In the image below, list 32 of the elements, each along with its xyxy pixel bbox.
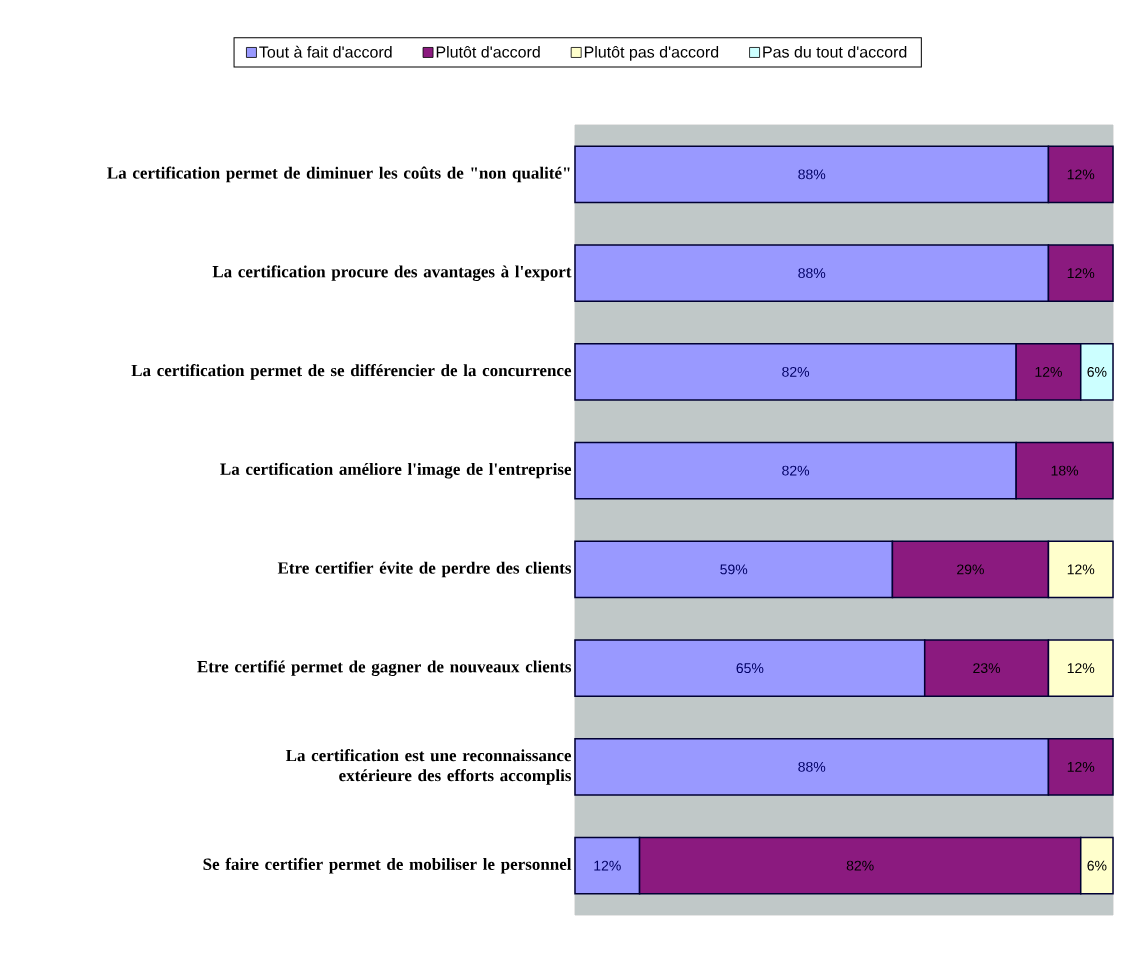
data-label: 82%: [782, 366, 810, 377]
data-label: 12%: [1067, 564, 1095, 575]
y-tick-label: Etre certifier évite de perdre des clients: [277, 561, 572, 578]
y-tick-label: Se faire certifier permet de mobiliser le personnel: [203, 857, 572, 874]
y-tick-label: La certification améliore l'image de l'entreprise: [220, 462, 572, 479]
y-tick-label: La certification permet de se différencier de la concurrence: [131, 364, 572, 380]
legend-label: Pas du tout d'accord: [763, 45, 907, 58]
data-label: 12%: [1067, 268, 1095, 279]
data-label: 82%: [782, 465, 810, 476]
y-tick-label: La certification procure des avantages à l'export: [212, 265, 572, 281]
data-label: 12%: [1035, 366, 1062, 377]
legend-label: Plutôt d'accord: [436, 45, 540, 58]
data-label: 18%: [1051, 465, 1079, 476]
data-label: 12%: [1067, 169, 1095, 180]
y-tick-label: La certification est une reconnaissance extérieure des efforts accomplis: [285, 749, 572, 785]
legend-label: Plutôt pas d'accord: [584, 45, 719, 61]
legend-label: Tout à fait d'accord: [259, 45, 392, 58]
y-tick-label: La certification permet de diminuer les coûts de "non qualité": [107, 166, 570, 183]
data-label: 88%: [798, 268, 826, 279]
data-label: 12%: [1067, 663, 1095, 674]
data-label: 23%: [973, 663, 1001, 674]
data-label: 88%: [798, 169, 826, 180]
data-label: 6%: [1087, 366, 1107, 377]
data-label: 6%: [1087, 860, 1107, 871]
data-label: 12%: [1067, 761, 1095, 772]
data-label: 88%: [798, 761, 826, 772]
data-label: 82%: [846, 860, 874, 871]
data-label: 59%: [720, 564, 748, 575]
y-tick-label: Etre certifié permet de gagner de nouveaux clients: [197, 660, 572, 676]
data-label: 12%: [594, 860, 621, 871]
data-label: 65%: [736, 663, 764, 674]
data-label: 29%: [957, 564, 984, 575]
